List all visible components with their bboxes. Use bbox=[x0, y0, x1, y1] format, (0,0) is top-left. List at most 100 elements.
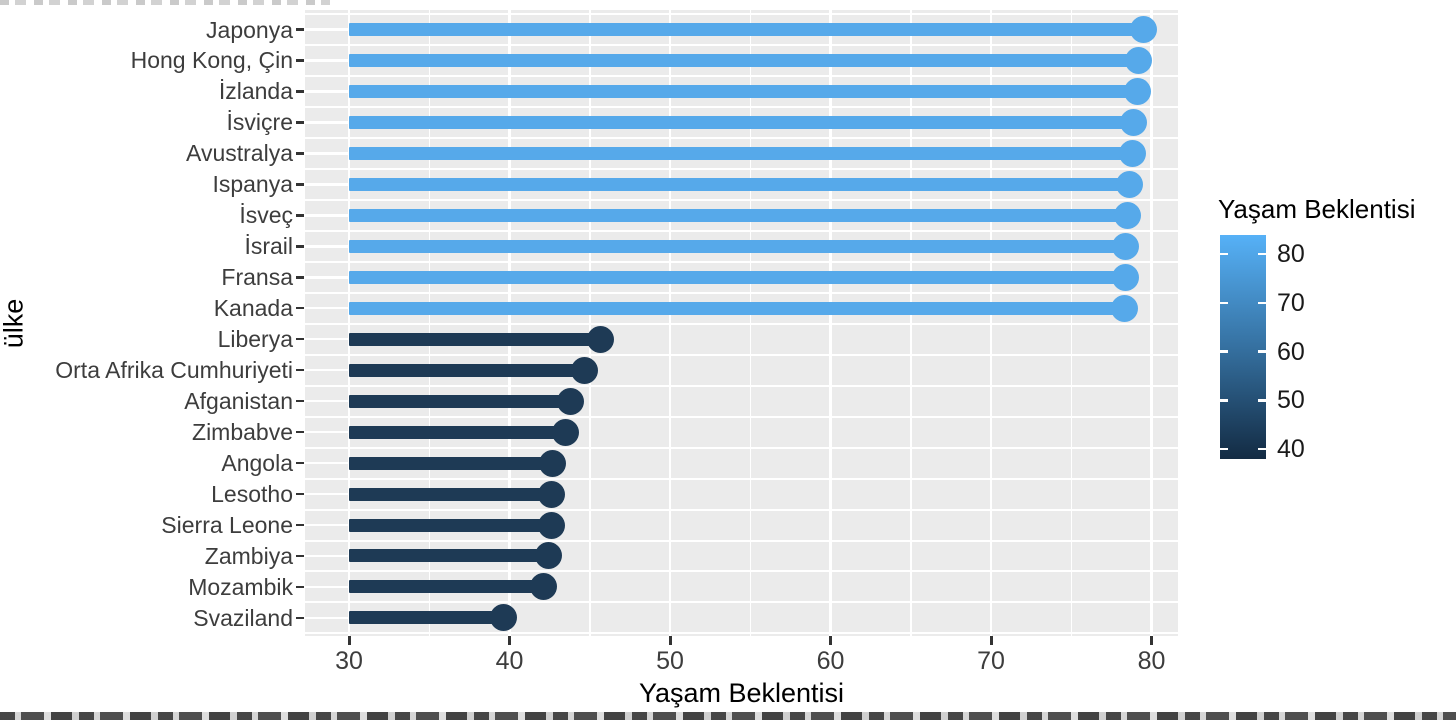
gridline-major-y bbox=[305, 492, 349, 496]
gridline-major-y bbox=[305, 461, 349, 465]
legend-tick-label: 40 bbox=[1277, 435, 1305, 463]
y-tick-label: Mozambik bbox=[188, 573, 293, 600]
x-tick-label: 60 bbox=[816, 647, 845, 675]
gridline-major-y bbox=[305, 183, 349, 186]
legend-tick-mark bbox=[1220, 301, 1228, 304]
y-tick-mark bbox=[296, 399, 304, 403]
y-tick-mark bbox=[296, 276, 304, 279]
y-tick-mark bbox=[296, 59, 304, 62]
y-tick-label: Japonya bbox=[206, 16, 293, 43]
gridline-minor-y bbox=[305, 291, 1178, 294]
gridline-major-y bbox=[305, 59, 349, 62]
gridline-major-y bbox=[305, 616, 349, 620]
gridline-minor-y bbox=[305, 43, 1178, 46]
y-tick-mark bbox=[296, 306, 304, 310]
x-tick-mark bbox=[989, 636, 993, 645]
y-tick-label: İsveç bbox=[239, 202, 293, 229]
y-tick-label: Zimbabve bbox=[192, 419, 293, 446]
y-tick-label: Angola bbox=[221, 450, 293, 477]
lollipop-dot-i-svi-re bbox=[1120, 108, 1148, 136]
y-tick-label: Svaziland bbox=[193, 604, 293, 631]
y-tick-mark bbox=[296, 183, 304, 186]
x-axis-title: Yaşam Beklentisi bbox=[638, 678, 845, 708]
x-tick-mark bbox=[508, 636, 511, 645]
lollipop-dot-i-srail bbox=[1112, 232, 1140, 260]
y-tick-label: Liberya bbox=[217, 326, 293, 353]
gridline-major-y bbox=[305, 28, 349, 31]
legend-tick-mark bbox=[1220, 252, 1228, 256]
y-tick-label: İsrail bbox=[244, 233, 293, 260]
x-tick-label: 40 bbox=[495, 647, 524, 675]
lollipop-dot-zambiya bbox=[534, 542, 562, 570]
gridline-minor-y bbox=[305, 74, 1178, 77]
y-tick-label: Sierra Leone bbox=[161, 512, 293, 539]
x-tick-label: 30 bbox=[335, 647, 363, 675]
lollipop-bar-mozambik bbox=[349, 580, 544, 594]
lollipop-dot-liberya bbox=[587, 325, 615, 353]
lollipop-dot-afganistan bbox=[556, 387, 584, 415]
lollipop-bar-sierra-leone bbox=[349, 518, 552, 532]
y-tick-mark bbox=[296, 461, 304, 465]
y-tick-mark bbox=[296, 121, 304, 124]
gridline-minor-y bbox=[305, 539, 1178, 542]
lollipop-bar-orta-afrika-cumhuriyeti bbox=[349, 363, 585, 377]
lollipop-bar-liberya bbox=[349, 332, 601, 346]
y-tick-label: Hong Kong, Çin bbox=[130, 47, 293, 74]
lollipop-bar-i-sve- bbox=[349, 208, 1128, 222]
lollipop-dot-angola bbox=[539, 449, 567, 477]
gridline-major-y bbox=[305, 152, 349, 155]
y-tick-mark bbox=[296, 554, 304, 558]
gridline-minor-y bbox=[305, 601, 1178, 604]
lollipop-dot-lesotho bbox=[537, 480, 565, 508]
lollipop-bar-hong-kong-in bbox=[349, 53, 1139, 67]
y-tick-label: Lesotho bbox=[211, 481, 293, 508]
y-tick-mark bbox=[296, 337, 304, 341]
y-tick-mark bbox=[296, 616, 304, 620]
gridline-minor-y bbox=[305, 353, 1178, 356]
lollipop-dot-fransa bbox=[1112, 263, 1140, 291]
lollipop-bar-i-srail bbox=[349, 239, 1126, 253]
x-tick-label: 70 bbox=[977, 647, 1005, 675]
legend-tick-label: 60 bbox=[1277, 337, 1305, 366]
lollipop-dot-i-zlanda bbox=[1123, 77, 1151, 105]
y-tick-label: Fransa bbox=[221, 264, 293, 291]
y-tick-mark bbox=[296, 523, 304, 527]
legend-tick-mark bbox=[1220, 350, 1228, 353]
legend-title: Yaşam Beklentisi bbox=[1218, 194, 1416, 224]
gridline-major-y bbox=[305, 276, 349, 279]
y-tick-mark bbox=[296, 585, 304, 589]
y-tick-mark bbox=[296, 245, 304, 248]
gridline-minor-y bbox=[305, 105, 1178, 108]
gridline-major-y bbox=[305, 121, 349, 124]
y-tick-mark bbox=[296, 492, 304, 496]
lollipop-bar-fransa bbox=[349, 270, 1126, 284]
gridline-major-y bbox=[305, 306, 349, 310]
lollipop-bar-lesotho bbox=[349, 487, 552, 501]
lollipop-bar-i-zlanda bbox=[349, 84, 1138, 98]
gridline-major-y bbox=[305, 337, 349, 341]
y-tick-label: Ispanya bbox=[212, 171, 293, 198]
y-tick-mark bbox=[296, 430, 304, 434]
lollipop-bar-japonya bbox=[349, 23, 1144, 36]
x-tick-label: 50 bbox=[656, 647, 684, 675]
gridline-minor-y bbox=[305, 260, 1178, 263]
gridline-minor-y bbox=[305, 570, 1178, 573]
gridline-minor-y bbox=[305, 446, 1178, 449]
gridline-minor-y bbox=[305, 508, 1178, 511]
lollipop-bar-avustralya bbox=[349, 146, 1133, 160]
lollipop-bar-i-svi-re bbox=[349, 115, 1134, 129]
x-tick-mark bbox=[668, 636, 672, 645]
y-tick-mark bbox=[296, 214, 304, 217]
cropped-text-artifact-bottom bbox=[0, 712, 1456, 720]
legend-tick-label: 80 bbox=[1277, 240, 1305, 268]
gridline-minor-y bbox=[305, 632, 1178, 635]
lollipop-dot-sierra-leone bbox=[537, 511, 565, 539]
lollipop-dot-orta-afrika-cumhuriyeti bbox=[571, 356, 599, 384]
legend-tick-mark bbox=[1258, 350, 1266, 353]
legend-tick-label: 50 bbox=[1277, 386, 1305, 415]
lollipop-dot-i-sve- bbox=[1113, 201, 1141, 229]
lollipop-bar-zambiya bbox=[349, 549, 549, 563]
y-tick-label: Avustralya bbox=[186, 140, 293, 167]
y-tick-label: İzlanda bbox=[218, 78, 293, 105]
